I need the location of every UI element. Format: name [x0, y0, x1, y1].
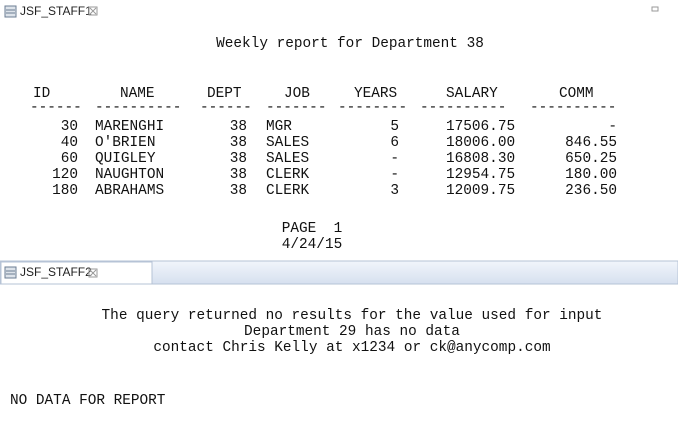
cell: MARENGHI — [95, 119, 164, 135]
close-icon[interactable] — [88, 6, 98, 16]
separator: ------- — [266, 100, 326, 116]
message: The query returned no results for the va… — [102, 308, 603, 324]
cell: - — [608, 119, 617, 135]
separator: ---------- — [530, 100, 616, 116]
separator: ------ — [200, 100, 252, 116]
cell: 180 — [52, 183, 78, 199]
report-date: 4/24/15 — [282, 237, 342, 253]
message: contact Chris Kelly at x1234 or ck@anyco… — [153, 340, 550, 356]
cell: 16808.30 — [446, 151, 515, 167]
cell: 40 — [61, 135, 78, 151]
column-header: SALARY — [446, 86, 498, 102]
tab-label[interactable]: JSF_STAFF2 — [20, 265, 92, 279]
column-header: NAME — [120, 86, 155, 102]
cell: 650.25 — [565, 151, 617, 167]
separator: -------- — [338, 100, 407, 116]
cell: 38 — [230, 151, 247, 167]
cell: QUIGLEY — [95, 151, 156, 167]
no-data: NO DATA FOR REPORT — [10, 393, 166, 409]
separator: ---------- — [95, 100, 181, 116]
messages: The query returned no results for the va… — [102, 308, 603, 356]
column-header: COMM — [559, 86, 594, 102]
cell: 6 — [390, 135, 399, 151]
cell: - — [390, 167, 399, 183]
tab-icon — [4, 5, 17, 18]
column-header: YEARS — [354, 86, 397, 102]
column-header: DEPT — [207, 86, 242, 102]
cell: 18006.00 — [446, 135, 515, 151]
message: Department 29 has no data — [244, 324, 460, 340]
cell: 38 — [230, 183, 247, 199]
cell: O'BRIEN — [95, 135, 155, 151]
cell: 120 — [52, 167, 78, 183]
cell: NAUGHTON — [95, 167, 164, 183]
report-title: Weekly report for Department 38 — [216, 36, 484, 52]
page-number: PAGE 1 — [282, 221, 342, 237]
cell: ABRAHAMS — [95, 183, 164, 199]
cell: 38 — [230, 135, 247, 151]
separator: ------ — [30, 100, 82, 116]
cell: 180.00 — [565, 167, 617, 183]
cell: 60 — [61, 151, 78, 167]
cell: 38 — [230, 119, 247, 135]
tab-icon — [4, 266, 17, 279]
cell: SALES — [266, 135, 309, 151]
cell: 846.55 — [565, 135, 617, 151]
cell: 12954.75 — [446, 167, 515, 183]
cell: SALES — [266, 151, 309, 167]
cell: - — [390, 151, 399, 167]
cell: 30 — [61, 119, 78, 135]
cell: CLERK — [266, 183, 310, 199]
cell: 3 — [390, 183, 399, 199]
cell: 17506.75 — [446, 119, 515, 135]
tab-bar — [0, 260, 678, 285]
separator: ---------- — [420, 100, 506, 116]
column-header: ID — [33, 86, 50, 102]
cell: 236.50 — [565, 183, 617, 199]
cell: 5 — [390, 119, 399, 135]
close-icon[interactable] — [88, 268, 98, 278]
cell: MGR — [266, 119, 292, 135]
cell: CLERK — [266, 167, 310, 183]
cell: 12009.75 — [446, 183, 515, 199]
report-table: ID NAME DEPT JOB YEARS SALARY COMM------ ------… — [30, 86, 617, 199]
cell: 38 — [230, 167, 247, 183]
tab[interactable] — [0, 261, 153, 285]
tab-label[interactable]: JSF_STAFF1 — [20, 4, 92, 18]
tab-bar — [0, 0, 678, 24]
minimize-icon[interactable] — [651, 6, 659, 12]
column-header: JOB — [284, 86, 310, 102]
